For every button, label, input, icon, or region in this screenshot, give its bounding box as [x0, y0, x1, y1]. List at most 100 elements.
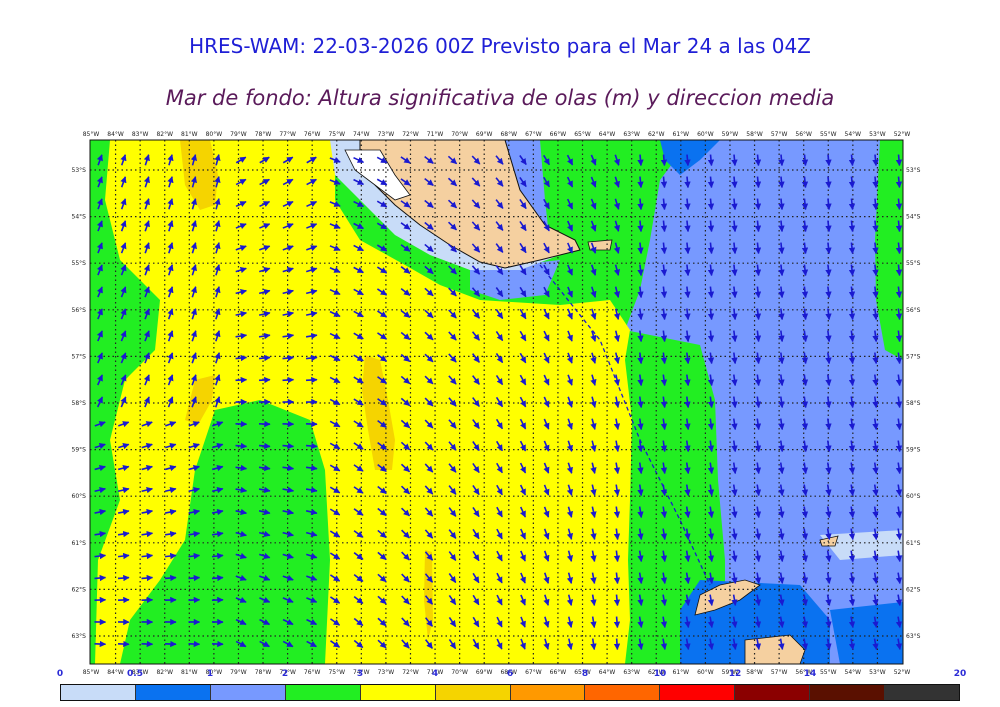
direction-arrow [329, 266, 341, 273]
direction-arrow [167, 374, 174, 386]
direction-arrow [731, 198, 738, 211]
direction-arrow [235, 640, 247, 648]
direction-arrow [684, 418, 691, 431]
direction-arrow [543, 440, 550, 452]
direction-arrow [259, 618, 271, 626]
direction-arrow [872, 154, 879, 167]
direction-arrow [424, 287, 434, 297]
direction-arrow [872, 308, 879, 321]
lon-label-bottom: 74°W [353, 669, 370, 676]
lon-label-bottom: 66°W [550, 669, 567, 676]
direction-arrow [519, 242, 527, 254]
direction-arrow [471, 199, 481, 209]
gold-streak-central [362, 355, 395, 470]
colorbar-segment [585, 685, 661, 700]
direction-arrow [400, 375, 411, 385]
direction-arrow [329, 288, 341, 296]
direction-arrow [235, 552, 247, 559]
direction-arrow [118, 443, 130, 450]
colorbar-tick-label: 0.5 [127, 669, 143, 679]
direction-arrow [566, 506, 573, 518]
direction-arrow [495, 177, 504, 187]
direction-arrow [566, 484, 573, 496]
lon-label-top: 67°W [525, 131, 542, 138]
direction-arrow [495, 221, 504, 231]
lon-label-top: 54°W [845, 131, 862, 138]
tierra-del-fuego-land [359, 140, 581, 269]
direction-arrow [377, 332, 388, 340]
direction-arrow [848, 396, 856, 409]
direction-arrow [167, 330, 174, 342]
direction-arrow [96, 286, 103, 298]
direction-arrow [543, 572, 550, 584]
direction-arrow [401, 639, 410, 649]
direction-arrow [120, 396, 127, 408]
direction-arrow [895, 198, 903, 211]
direction-arrow [637, 418, 644, 431]
direction-arrow [214, 264, 221, 276]
direction-arrow [754, 440, 762, 453]
direction-arrow [613, 176, 620, 188]
direction-arrow [282, 332, 295, 340]
direction-arrow [660, 374, 668, 387]
direction-arrow [211, 530, 224, 538]
longitude-labels-bottom: 85°W 84°W 83°W 82°W 81°W 80°W 79°W 78°W 77°W 76°W… [83, 669, 911, 676]
direction-arrow [120, 176, 127, 188]
direction-arrow [754, 550, 762, 563]
direction-arrow [613, 352, 621, 364]
direction-arrow [637, 242, 644, 255]
direction-arrow [424, 243, 434, 253]
direction-arrow [872, 550, 879, 563]
direction-arrow [353, 266, 364, 274]
direction-arrow [329, 332, 341, 340]
direction-arrow [377, 617, 387, 627]
lon-label-top: 58°W [746, 131, 763, 138]
direction-arrow [306, 267, 318, 274]
direction-arrow [848, 330, 856, 343]
direction-arrow [400, 244, 411, 252]
direction-arrow [96, 264, 103, 276]
direction-arrow [660, 264, 668, 277]
direction-arrow [590, 154, 597, 166]
direction-arrow [141, 443, 153, 450]
lon-label-bottom: 78°W [255, 669, 272, 676]
direction-arrow [120, 242, 127, 254]
direction-arrow [684, 330, 691, 343]
direction-arrow [660, 198, 668, 211]
direction-arrow [778, 220, 785, 233]
direction-arrow [258, 376, 271, 384]
direction-arrow [141, 464, 153, 472]
direction-arrow [353, 530, 364, 538]
direction-arrow [731, 242, 738, 255]
direction-arrow [543, 638, 550, 650]
direction-arrow [190, 176, 198, 188]
lon-label-top: 75°W [328, 131, 345, 138]
direction-arrow [872, 198, 879, 211]
direction-arrow [613, 374, 621, 387]
direction-arrow [235, 267, 247, 274]
lon-label-bottom: 60°W [697, 669, 714, 676]
colorbar-segment [435, 685, 511, 700]
direction-arrow [472, 550, 480, 562]
direction-arrow [211, 552, 224, 560]
direction-arrow [801, 330, 809, 343]
lon-label-top: 84°W [107, 131, 124, 138]
direction-arrow [96, 308, 103, 320]
direction-arrow [282, 552, 294, 559]
direction-arrow [754, 616, 762, 629]
direction-arrow [754, 308, 762, 321]
lat-label-right: 58°S [906, 400, 921, 407]
direction-arrow [377, 551, 387, 561]
direction-arrow [778, 440, 785, 453]
direction-arrow [801, 616, 809, 629]
direction-arrow [825, 352, 832, 365]
direction-arrow [400, 463, 411, 473]
direction-arrow [637, 352, 644, 365]
latitude-labels-right: 53°S 54°S 55°S 56°S 57°S 58°S 59°S 60°S 61°S 62°S… [906, 167, 921, 640]
direction-arrow [660, 396, 668, 409]
direction-arrow [353, 354, 364, 362]
direction-arrow [329, 200, 341, 207]
direction-arrow [519, 572, 526, 584]
lon-label-top: 83°W [132, 131, 149, 138]
direction-arrow [447, 199, 458, 209]
